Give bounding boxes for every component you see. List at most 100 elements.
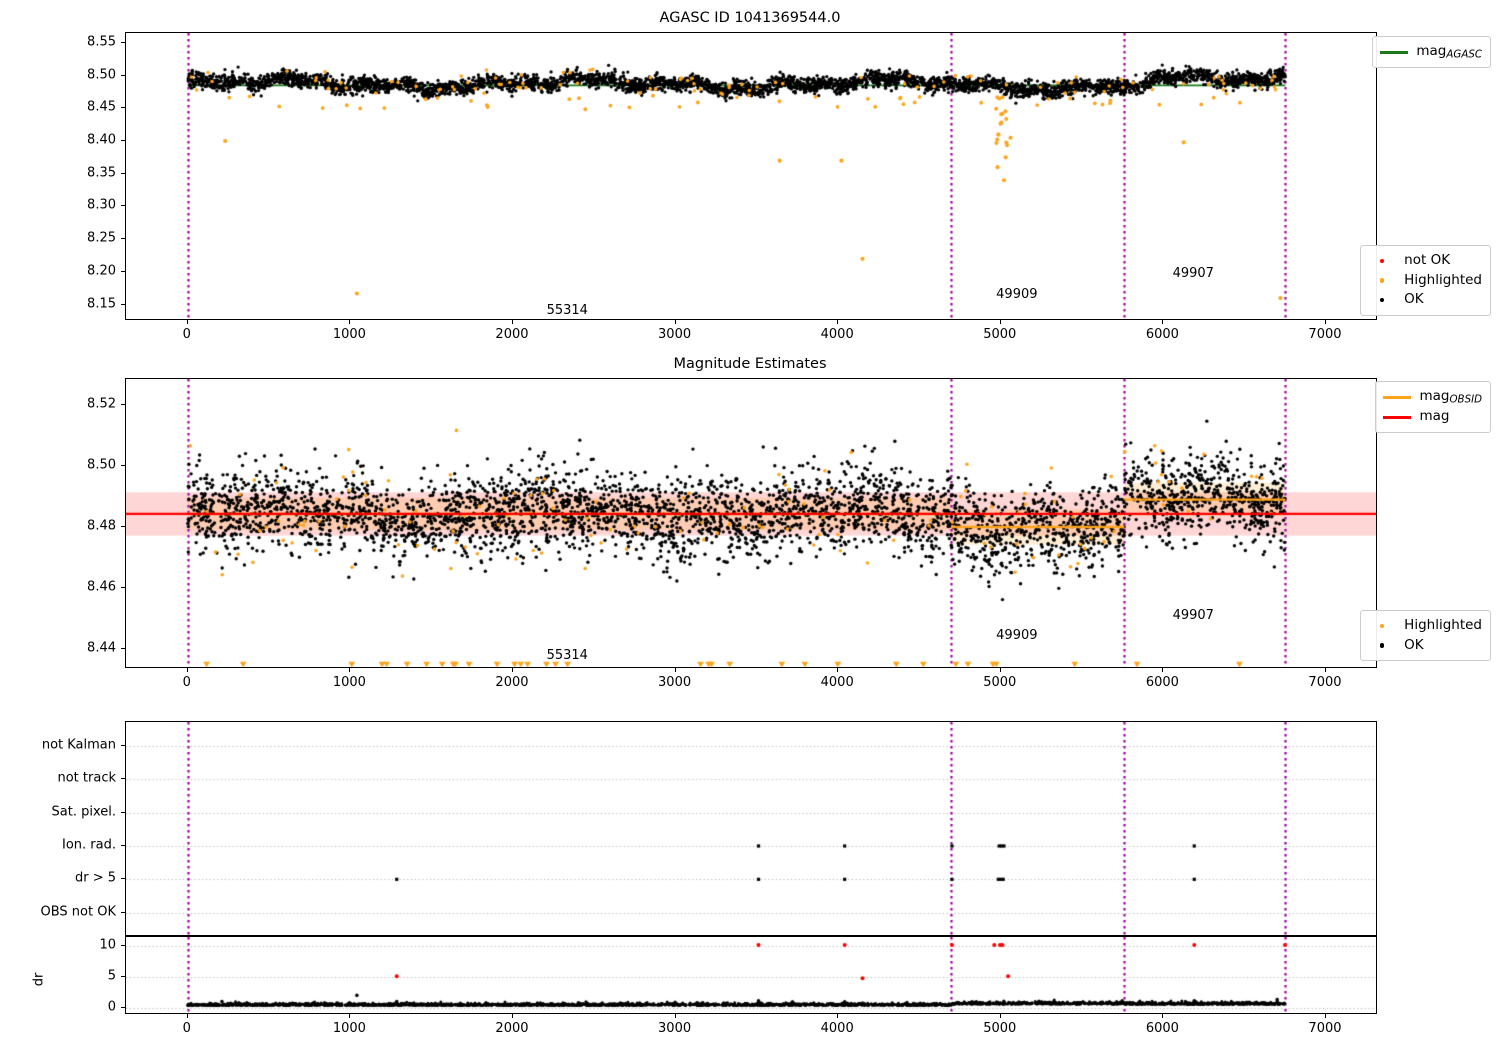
panel1-legend-top-item[interactable]: magAGASC — [1379, 42, 1482, 62]
panel2-legend-bottom-dot-swatch-icon — [1367, 643, 1397, 648]
panel3-xtick-mark — [999, 1014, 1001, 1018]
panel1-ytick-label: 8.45 — [87, 99, 116, 115]
panel1-legend-bottom-dot-swatch-icon — [1367, 278, 1397, 283]
panel1-xtick-label: 7000 — [1308, 327, 1342, 342]
panel3-xtick-label: 7000 — [1308, 1021, 1342, 1036]
flags-panel: not Kalman not track Sat. pixel. Ion. rad. d… — [0, 696, 1500, 1050]
agasc-magnitude-panel: AGASC ID 1041369544.0 8.15 8.20 8.25 8.30 8.… — [0, 0, 1500, 348]
line-swatch-icon — [1383, 395, 1412, 399]
panel2-ytick-label: 8.44 — [87, 640, 116, 656]
panel2-legend-bottom-item[interactable]: OK — [1367, 636, 1482, 656]
panel3-xtick-mark — [349, 1014, 351, 1018]
panel2-ytick-label: 8.52 — [87, 396, 116, 412]
panel1-ytick-mark — [121, 140, 125, 141]
panel1-xtick-label: 2000 — [495, 327, 529, 342]
dr-ytick-mark — [121, 975, 125, 977]
panel3-xtick-mark — [674, 1014, 676, 1018]
panel2-ytick-label: 8.48 — [87, 518, 116, 534]
panel3-xtick-mark — [837, 1014, 839, 1018]
panel1-legend-bottom-label: OK — [1404, 291, 1424, 308]
panel2-xtick-label: 1000 — [332, 675, 366, 690]
panel1-xtick-mark — [511, 320, 513, 324]
panel2-ytick-mark — [121, 465, 125, 466]
panel2-xtick-mark — [1162, 668, 1164, 672]
panel1-ytick-label: 8.20 — [87, 263, 116, 279]
panel1-ytick-mark — [121, 107, 125, 109]
panel1-ytick-mark — [121, 41, 125, 43]
panel3-xtick-label: 4000 — [820, 1021, 854, 1036]
panel2-ytick-label: 8.46 — [87, 579, 116, 595]
panel1-ytick-label: 8.55 — [87, 34, 116, 50]
panel1-scatter-canvas — [126, 33, 1376, 319]
panel2-xtick-mark — [1324, 668, 1326, 672]
flag-row-label: not track — [57, 770, 116, 786]
obsid-annotation: 49907 — [1172, 608, 1214, 623]
page-title: AGASC ID 1041369544.0 — [659, 10, 841, 26]
panel2-xtick-mark — [674, 668, 676, 672]
flag-row-label: OBS not OK — [40, 904, 117, 920]
panel1-legend-bottom-label: not OK — [1404, 252, 1451, 268]
flag-row-tick-mark — [121, 811, 125, 813]
panel2-legend-top[interactable]: magOBSID mag — [1375, 381, 1491, 433]
panel1-xtick-mark — [999, 320, 1001, 324]
panel2-xtick-label: 3000 — [658, 675, 692, 690]
obsid-annotation: 49909 — [996, 287, 1038, 302]
panel3-xtick-label: 5000 — [983, 1021, 1017, 1036]
panel2-xtick-mark — [999, 668, 1001, 672]
flag-row-tick-mark — [121, 911, 125, 913]
panel1-legend-bottom-item[interactable]: OK — [1367, 290, 1482, 310]
panel3-xtick-label: 6000 — [1145, 1021, 1179, 1036]
magnitude-estimates-panel: Magnitude Estimates 8.44 8.46 8.48 8.50 8.52… — [0, 348, 1500, 696]
obsid-annotation: 49907 — [1172, 266, 1214, 281]
panel2-xtick-mark — [837, 668, 839, 672]
panel3-xtick-label: 1000 — [332, 1021, 366, 1036]
panel3-xtick-label: 2000 — [495, 1021, 529, 1036]
panel3-xtick-label: 3000 — [658, 1021, 692, 1036]
panel1-xtick-label: 1000 — [332, 327, 366, 342]
panel1-ytick-mark — [121, 270, 125, 272]
dr-ytick-mark — [121, 1006, 125, 1008]
panel1-legend-bottom[interactable]: not OK Highlighted OK — [1360, 245, 1491, 316]
dot-swatch-icon — [1379, 297, 1385, 303]
flag-row-label: Sat. pixel. — [51, 804, 116, 820]
dot-swatch-icon — [1379, 278, 1385, 283]
obsid-annotation: 55314 — [546, 303, 588, 318]
panel1-legend-top-label: magAGASC — [1416, 43, 1482, 61]
panel2-legend-bottom[interactable]: Highlighted OK — [1360, 610, 1491, 662]
panel1-xtick-mark — [186, 320, 188, 324]
panel1-xtick-label: 3000 — [658, 327, 692, 342]
dr-ytick-label: 0 — [107, 999, 116, 1015]
dot-swatch-icon — [1379, 258, 1385, 264]
dr-ytick-label: 10 — [99, 937, 116, 953]
obsid-annotation: 55314 — [546, 648, 588, 663]
panel2-ytick-mark — [121, 587, 125, 589]
panel2-legend-top-item[interactable]: mag — [1382, 407, 1482, 427]
panel3-flags-plot-area — [125, 721, 1377, 936]
panel1-ytick-label: 8.50 — [87, 67, 116, 83]
panel3-xtick-label: 0 — [182, 1021, 191, 1036]
panel1-xtick-label: 6000 — [1145, 327, 1179, 342]
flag-row-tick-mark — [121, 745, 125, 746]
panel1-legend-top[interactable]: magAGASC — [1372, 36, 1491, 69]
panel2-scatter-canvas — [126, 379, 1376, 667]
panel2-legend-top-label: mag — [1419, 408, 1450, 425]
panel2-legend-top-line-swatch-icon — [1382, 395, 1412, 399]
panel1-legend-bottom-item[interactable]: Highlighted — [1367, 271, 1482, 291]
panel1-legend-bottom-dot-swatch-icon — [1367, 258, 1397, 264]
panel1-ytick-mark — [121, 172, 125, 174]
panel2-legend-bottom-item[interactable]: Highlighted — [1367, 616, 1482, 636]
panel2-ytick-mark — [121, 648, 125, 650]
panel1-legend-top-line-swatch-icon — [1379, 50, 1409, 54]
dot-swatch-icon — [1379, 623, 1385, 629]
panel2-ytick-label: 8.50 — [87, 457, 116, 473]
panel1-ytick-label: 8.30 — [87, 197, 116, 213]
panel2-legend-top-line-swatch-icon — [1382, 415, 1412, 419]
panel2-xtick-label: 5000 — [983, 675, 1017, 690]
panel1-ytick-mark — [121, 238, 125, 240]
obsid-annotation: 49909 — [996, 628, 1038, 643]
panel2-legend-top-item[interactable]: magOBSID — [1382, 387, 1482, 407]
panel1-ytick-mark — [121, 74, 125, 76]
panel1-ytick-label: 8.15 — [87, 296, 116, 312]
panel1-legend-bottom-item[interactable]: not OK — [1367, 251, 1482, 271]
